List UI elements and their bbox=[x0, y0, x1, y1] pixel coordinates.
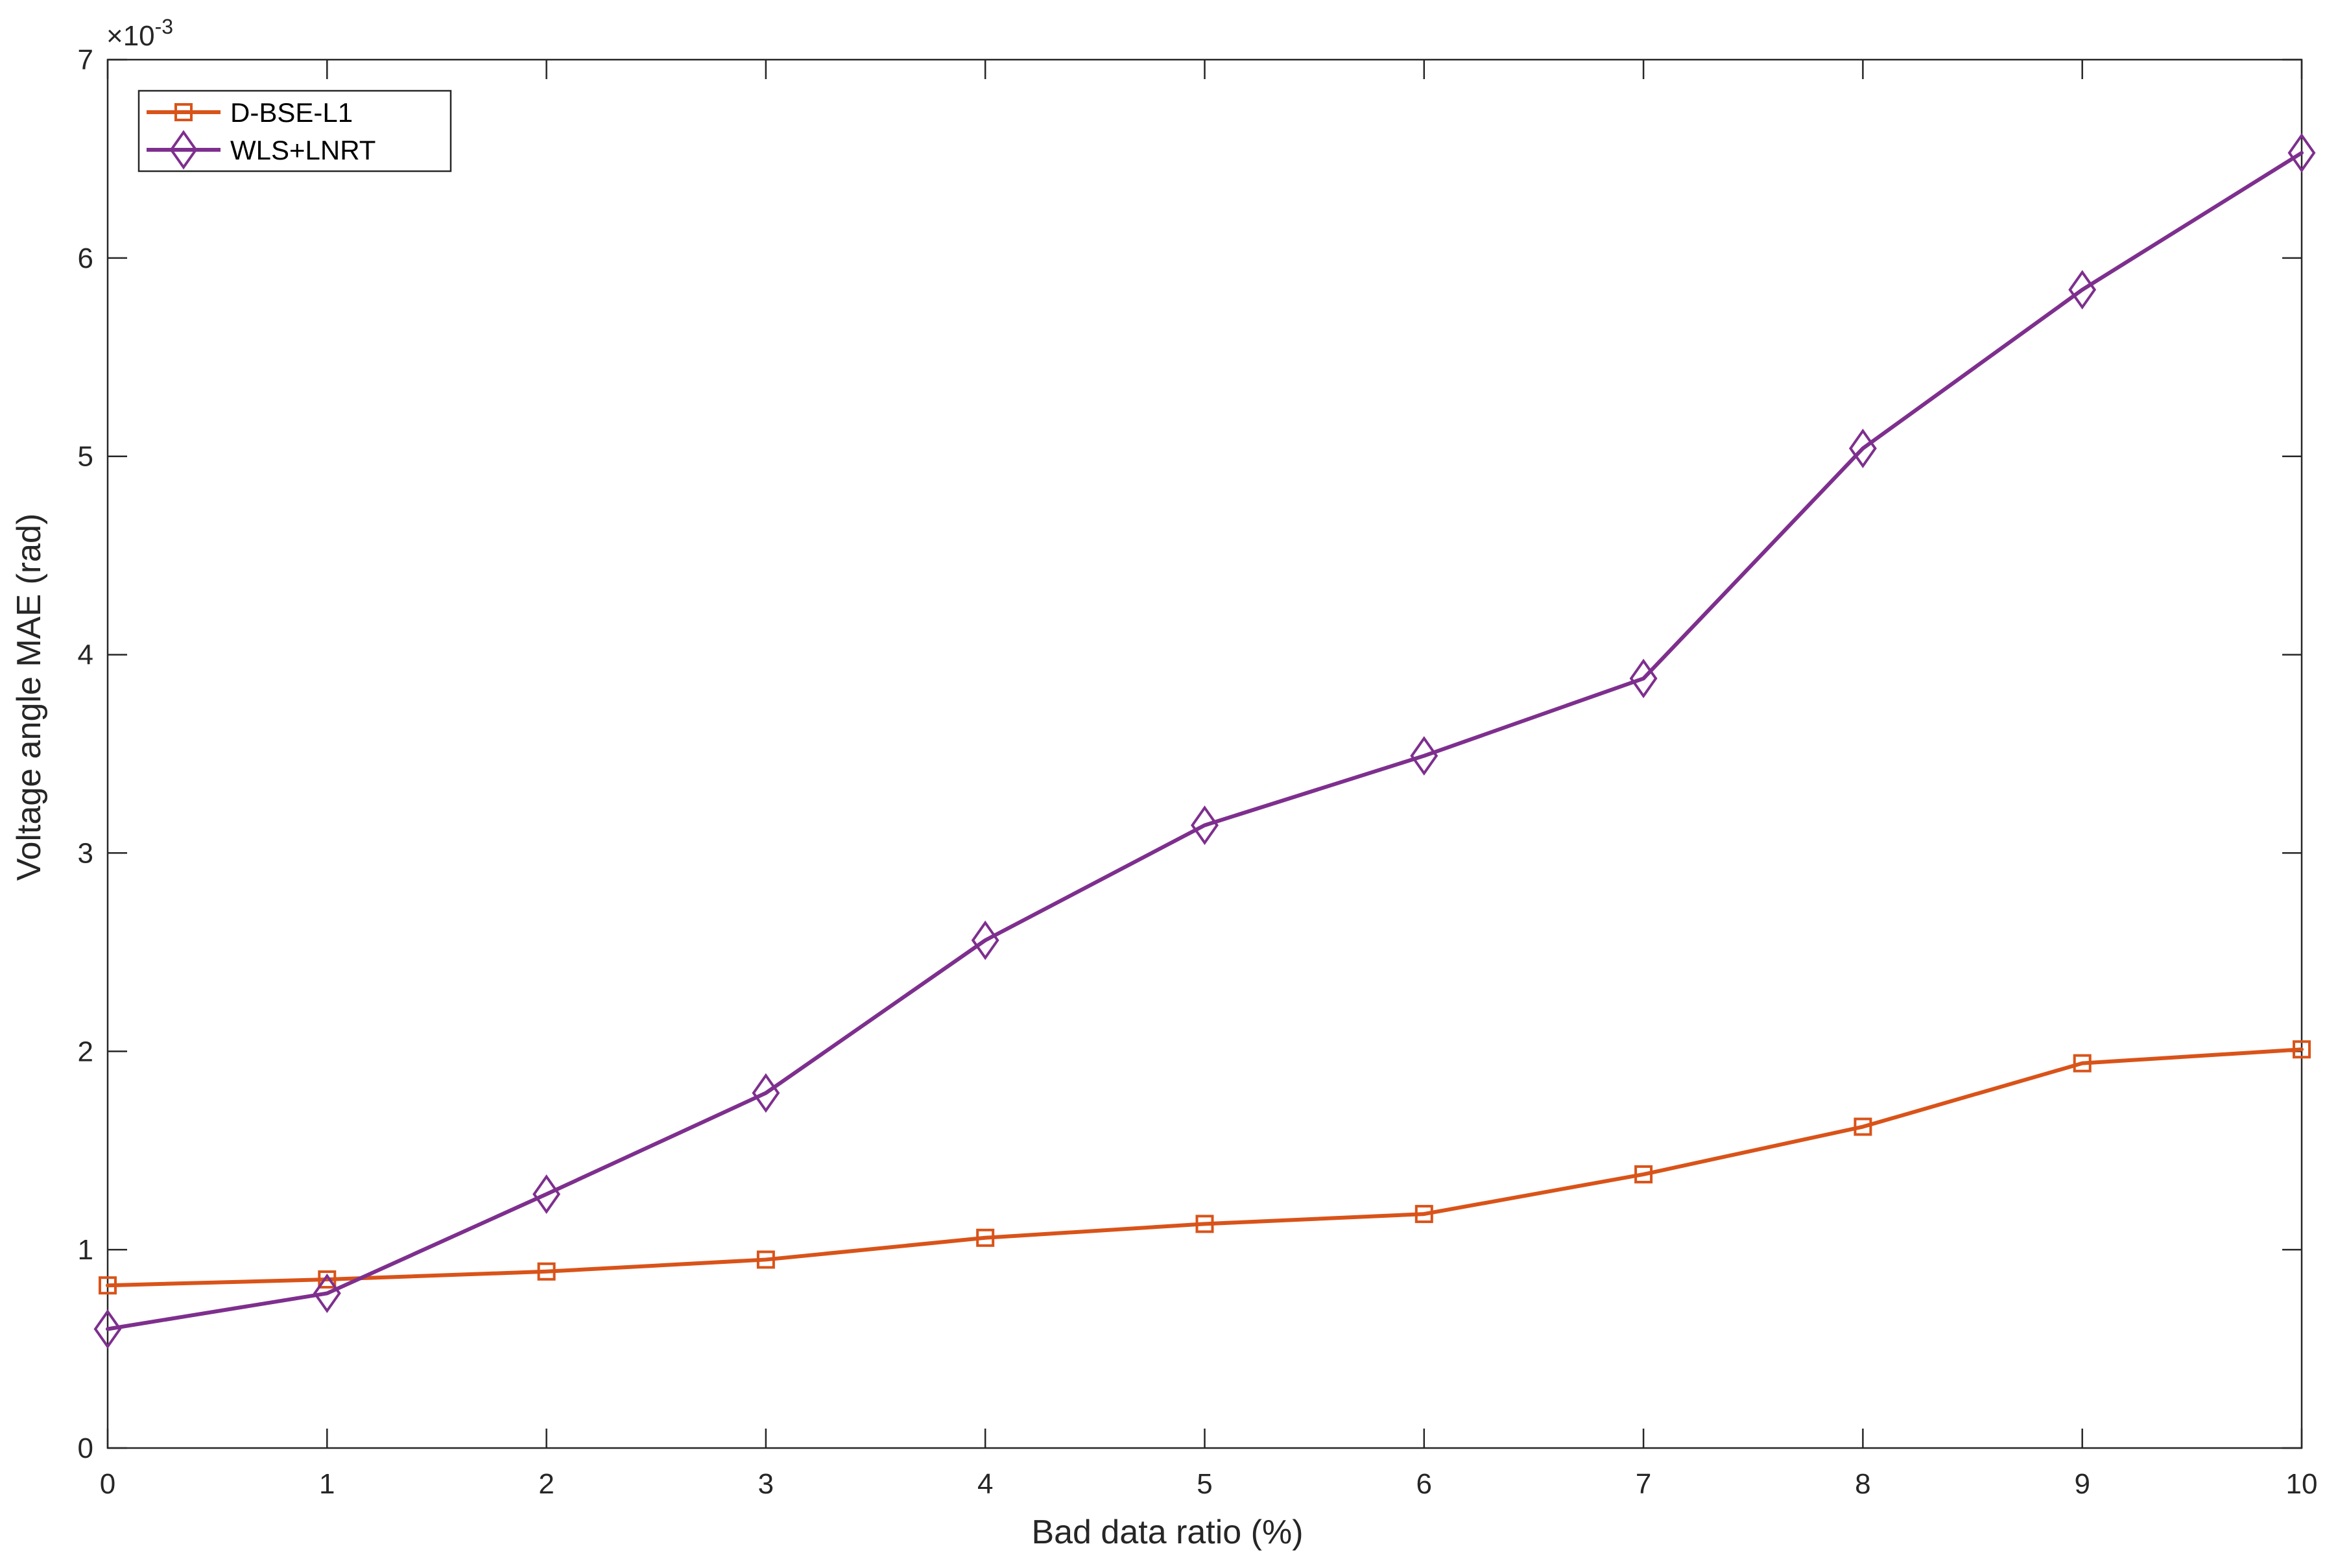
axis-ticks: 0 1 2 3 4 5 6 7 8 9 10 0 1 2 3 4 5 6 7 bbox=[78, 44, 2318, 1500]
y-tick-label: 2 bbox=[78, 1036, 93, 1067]
data-point-square bbox=[976, 1228, 995, 1247]
y-tick-label: 5 bbox=[78, 441, 93, 473]
y-tick-label: 7 bbox=[78, 44, 93, 76]
data-point-diamond bbox=[2287, 133, 2316, 173]
y-tick-label: 3 bbox=[78, 837, 93, 869]
legend-label: WLS+LNRT bbox=[230, 135, 376, 165]
data-point-diamond bbox=[752, 1073, 780, 1113]
plot-frame bbox=[106, 58, 2303, 1449]
x-tick-label: 1 bbox=[319, 1468, 335, 1500]
data-point-diamond bbox=[93, 1309, 122, 1349]
data-point-square bbox=[1195, 1215, 1214, 1233]
y-tick-label: 4 bbox=[78, 639, 93, 671]
x-tick-label: 8 bbox=[1855, 1468, 1870, 1500]
plot-area bbox=[106, 58, 2303, 1449]
y-axis-exponent: ×10-3 bbox=[106, 15, 173, 52]
series-d-bse-l1 bbox=[99, 1040, 2311, 1295]
y-tick-label: 0 bbox=[78, 1432, 93, 1464]
series-layer bbox=[93, 133, 2316, 1349]
legend-entry: WLS+LNRT bbox=[147, 130, 376, 170]
y-axis-exponent-power: -3 bbox=[155, 15, 173, 38]
data-point-square bbox=[2073, 1054, 2092, 1073]
x-tick-label: 10 bbox=[2286, 1468, 2318, 1500]
y-axis-title: Voltage angle MAE (rad) bbox=[10, 514, 48, 881]
data-point-square bbox=[2293, 1040, 2311, 1059]
data-point-square bbox=[756, 1250, 775, 1269]
y-tick-label: 1 bbox=[78, 1234, 93, 1266]
x-tick-label: 3 bbox=[758, 1468, 774, 1500]
data-point-square bbox=[1414, 1205, 1433, 1224]
data-point-diamond bbox=[971, 920, 999, 960]
data-point-square bbox=[99, 1276, 117, 1295]
x-tick-label: 4 bbox=[977, 1468, 993, 1500]
x-axis-title: Bad data ratio (%) bbox=[1031, 1514, 1303, 1551]
data-point-diamond bbox=[2068, 270, 2097, 310]
series-line bbox=[106, 1047, 2304, 1288]
y-axis-exponent-prefix: ×10 bbox=[106, 20, 155, 52]
x-tick-label: 6 bbox=[1416, 1468, 1432, 1500]
data-point-square bbox=[537, 1262, 556, 1281]
legend-marker-square bbox=[174, 103, 193, 121]
legend-label: D-BSE-L1 bbox=[230, 97, 353, 128]
data-point-square bbox=[318, 1270, 337, 1289]
data-point-diamond bbox=[313, 1273, 341, 1313]
data-point-diamond bbox=[1410, 736, 1438, 776]
x-tick-label: 9 bbox=[2074, 1468, 2090, 1500]
x-tick-label: 7 bbox=[1636, 1468, 1651, 1500]
legend: D-BSE-L1 WLS+LNRT bbox=[137, 89, 452, 172]
data-point-diamond bbox=[1629, 658, 1658, 698]
x-tick-label: 5 bbox=[1197, 1468, 1212, 1500]
legend-entry: D-BSE-L1 bbox=[147, 97, 353, 128]
series-line bbox=[106, 150, 2304, 1331]
x-tick-label: 2 bbox=[538, 1468, 554, 1500]
data-point-square bbox=[1854, 1117, 1872, 1136]
data-point-diamond bbox=[532, 1174, 561, 1214]
y-tick-label: 6 bbox=[78, 243, 93, 274]
x-tick-label: 0 bbox=[100, 1468, 115, 1500]
data-point-square bbox=[1634, 1165, 1653, 1183]
legend-marker-diamond bbox=[169, 130, 198, 170]
data-point-diamond bbox=[1848, 429, 1877, 468]
data-point-diamond bbox=[1191, 805, 1219, 846]
series-wls-lnrt bbox=[93, 133, 2316, 1349]
